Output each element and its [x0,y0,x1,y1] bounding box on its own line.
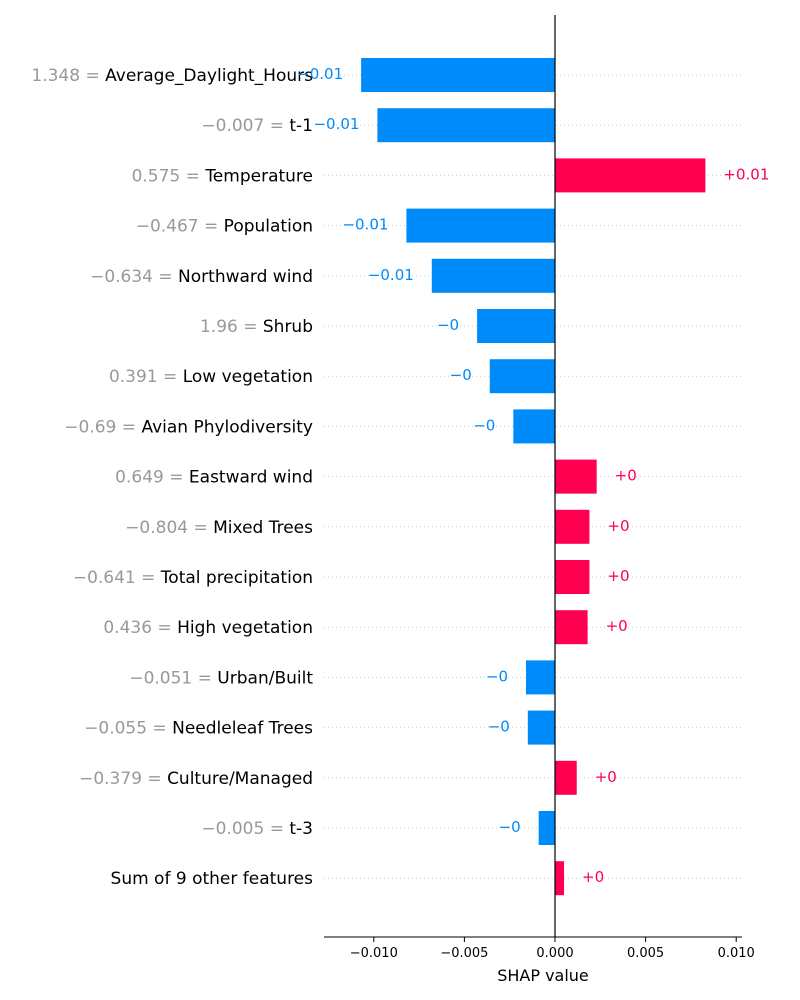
feature-label: −0.634 = Northward wind [90,267,313,287]
bar-value-label: −0 [450,366,472,384]
bar [527,710,555,745]
feature-label: 0.436 = High vegetation [103,618,313,638]
x-tick-label: −0.010 [350,946,398,961]
feature-name: Shrub [263,317,313,337]
feature-value: −0.379 = [79,769,167,789]
feature-label: −0.051 = Urban/Built [129,668,313,688]
bar [538,811,555,845]
bar-value-label: −0 [473,416,495,434]
feature-value: 0.391 = [109,367,183,387]
feature-name: Low vegetation [183,367,313,387]
feature-value: −0.005 = [201,819,289,839]
bar-value-label: +0 [607,567,629,585]
bar [377,108,555,143]
feature-label: −0.005 = t-3 [201,819,313,839]
feature-label: −0.055 = Needleleaf Trees [84,719,313,739]
feature-label: −0.804 = Mixed Trees [125,518,313,538]
x-axis: −0.010 −0.005 0.000 0.005 0.010 SHAP value [324,936,755,985]
feature-label: −0.467 = Population [136,217,313,237]
feature-value: 0.436 = [103,618,177,638]
grid-lines [324,74,742,879]
bar [361,58,555,92]
bar-value-label: −0.01 [297,65,343,83]
bar-value-label: −0 [486,667,508,685]
bar-value-label: −0 [437,316,459,334]
feature-label: Sum of 9 other features [111,869,314,889]
bar [555,560,590,594]
feature-label: 0.391 = Low vegetation [109,367,313,387]
bar-value-label: +0.01 [723,165,769,183]
bar-value-label: −0.01 [313,115,359,133]
feature-value: 0.575 = [132,166,206,186]
feature-name: Mixed Trees [213,518,313,538]
bar [406,208,555,243]
bar [489,359,555,394]
bars [361,58,706,896]
bar-value-label: −0.01 [368,266,414,284]
x-tick-label: 0.005 [627,946,664,961]
feature-value: −0.055 = [84,719,172,739]
bar [555,459,597,494]
feature-value: 1.96 = [200,317,263,337]
feature-value: −0.69 = [64,417,141,437]
feature-value: −0.804 = [125,518,213,538]
feature-labels: 1.348 = Average_Daylight_Hours −0.007 = t… [31,66,313,889]
bar [477,309,555,343]
bar [526,660,555,695]
feature-value: −0.467 = [136,217,224,237]
feature-label: 1.96 = Shrub [200,317,313,337]
x-axis-label: SHAP value [497,966,589,985]
x-tick-label: −0.005 [440,946,488,961]
feature-value: −0.641 = [73,568,161,588]
feature-value: 1.348 = [31,66,105,86]
bar [555,509,590,544]
feature-name: Temperature [204,166,313,186]
bar-value-label: +0 [606,617,628,635]
feature-label: 1.348 = Average_Daylight_Hours [31,66,313,86]
bar-value-label: −0 [488,718,510,736]
x-tick-label: 0.010 [718,946,755,961]
bar-value-label: −0.01 [342,216,388,234]
feature-label: −0.641 = Total precipitation [73,568,313,588]
bar-value-label: −0 [499,818,521,836]
feature-name: t-1 [289,116,313,136]
feature-name: Total precipitation [160,568,313,588]
bar-value-label: +0 [595,768,617,786]
bar-value-label: +0 [615,467,637,485]
feature-value: −0.051 = [129,668,217,688]
feature-name: Needleleaf Trees [172,719,313,739]
bar [555,861,565,896]
feature-name: Population [224,217,313,237]
feature-name: Urban/Built [217,668,313,688]
x-axis-ticks: −0.010 −0.005 0.000 0.005 0.010 [350,937,755,961]
feature-name: Average_Daylight_Hours [105,66,313,86]
bar-value-label: +0 [582,868,604,886]
feature-name: Avian Phylodiversity [141,417,313,437]
bar [555,760,577,795]
feature-name: Sum of 9 other features [111,869,314,889]
bar [513,409,555,444]
feature-label: −0.007 = t-1 [201,116,313,136]
bar [431,258,555,293]
feature-value: −0.634 = [90,267,178,287]
feature-label: −0.69 = Avian Phylodiversity [64,417,313,437]
feature-label: −0.379 = Culture/Managed [79,769,313,789]
feature-name: Northward wind [178,267,313,287]
feature-value: 0.649 = [115,468,189,488]
feature-name: Eastward wind [189,468,313,488]
feature-name: High vegetation [177,618,313,638]
feature-label: 0.575 = Temperature [132,166,313,186]
feature-name: Culture/Managed [167,769,313,789]
bar-value-label: +0 [607,517,629,535]
bar-value-labels: −0.01 −0.01 +0.01 −0.01 −0.01 −0 −0 −0 +0 +0 +0 +0 −… [297,65,769,886]
bar [555,158,706,193]
x-tick-label: 0.000 [536,946,573,961]
feature-label: 0.649 = Eastward wind [115,468,313,488]
feature-name: t-3 [289,819,313,839]
feature-value: −0.007 = [201,116,289,136]
bar [555,610,588,645]
